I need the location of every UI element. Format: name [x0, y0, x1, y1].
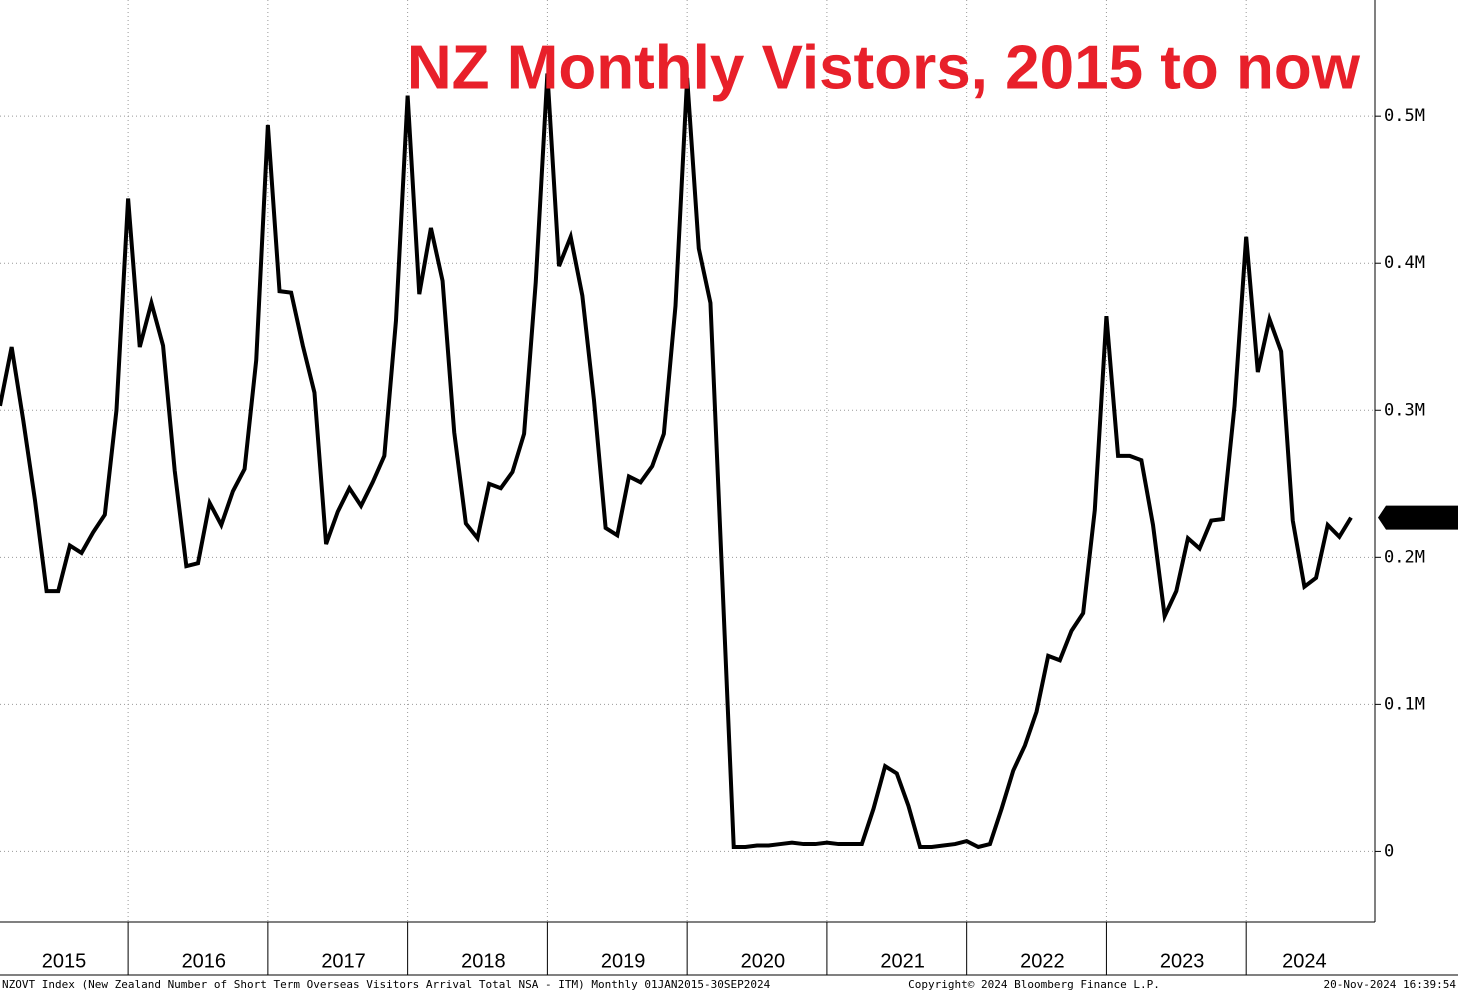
- y-tick-label: 0.3M: [1384, 400, 1425, 420]
- chart-title: NZ Monthly Vistors, 2015 to now: [407, 33, 1361, 102]
- footer-source: NZOVT Index (New Zealand Number of Short…: [2, 978, 771, 991]
- x-tick-label: 2017: [321, 950, 366, 972]
- x-tick-label: 2021: [880, 950, 925, 972]
- x-tick-label: 2016: [182, 950, 227, 972]
- x-tick-label: 2020: [741, 950, 786, 972]
- last-value-box: [1378, 505, 1458, 530]
- last-value-text: 0.227M: [1388, 509, 1449, 529]
- footer-copyright: Copyright© 2024 Bloomberg Finance L.P.: [908, 978, 1160, 991]
- last-value-label: 0.227M: [1378, 505, 1458, 530]
- y-tick-label: 0.5M: [1384, 106, 1425, 126]
- plot: [0, 73, 1353, 850]
- y-tick-label: 0.4M: [1384, 253, 1425, 273]
- grid: [0, 0, 1381, 975]
- y-tick-label: 0: [1384, 841, 1394, 861]
- x-tick-label: 2024: [1282, 950, 1327, 972]
- x-tick-label: 2019: [601, 950, 646, 972]
- x-tick-label: 2018: [461, 950, 506, 972]
- line-series: [0, 73, 1353, 850]
- footer-timestamp: 20-Nov-2024 16:39:54: [1324, 978, 1457, 991]
- x-tick-label: 2022: [1020, 950, 1065, 972]
- x-tick-label: 2023: [1160, 950, 1205, 972]
- y-tick-label: 0.2M: [1384, 547, 1425, 567]
- y-tick-label: 0.1M: [1384, 694, 1425, 714]
- x-tick-label: 2015: [42, 950, 87, 972]
